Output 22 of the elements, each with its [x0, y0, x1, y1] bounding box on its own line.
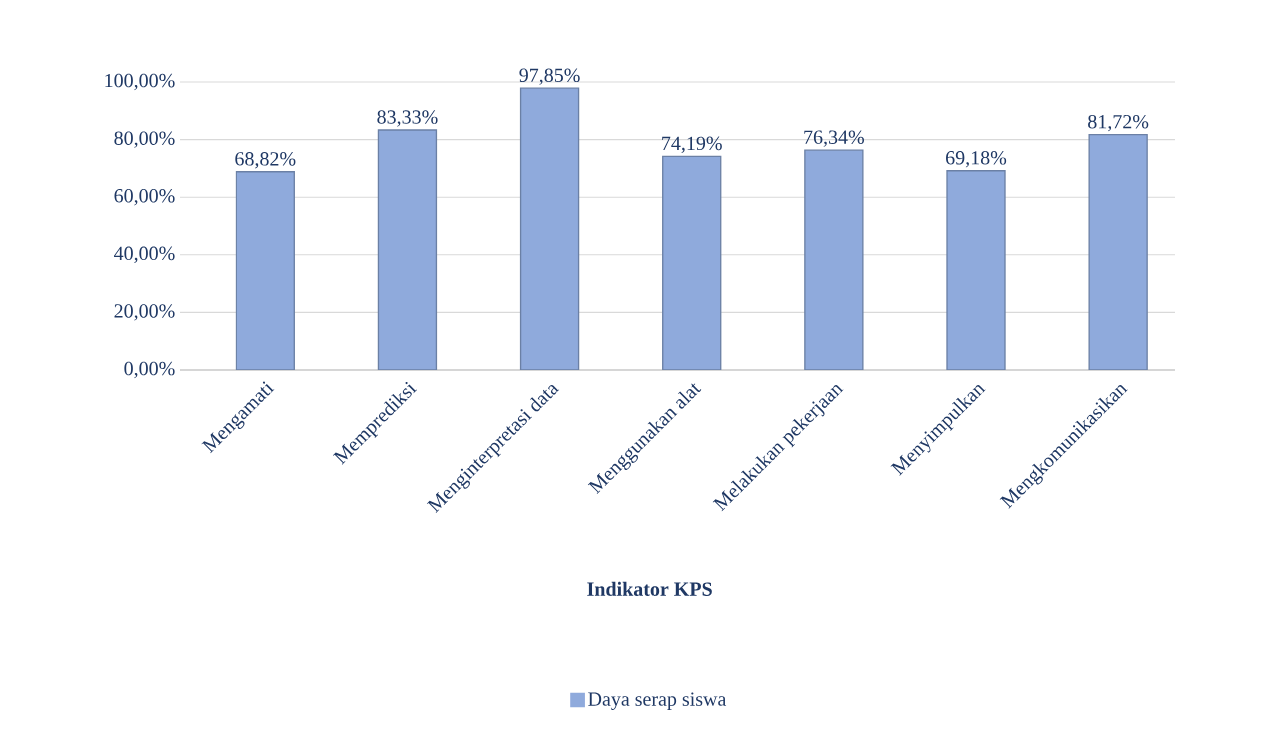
y-tick-label: 80,00% — [114, 131, 175, 148]
legend-label: Daya serap siswa — [588, 692, 727, 710]
y-tick-label: 20,00% — [114, 304, 175, 321]
bar — [519, 87, 580, 370]
bar — [804, 149, 864, 370]
bar — [235, 171, 295, 370]
y-tick-label: 100,00% — [105, 73, 175, 91]
bar — [1088, 133, 1148, 370]
data-label: 68,82% — [235, 152, 296, 169]
y-tick-label: 60,00% — [114, 189, 175, 206]
x-axis-title: Indikator KPS — [587, 581, 712, 596]
data-label: 97,85% — [519, 68, 580, 85]
y-tick-label: 40,00% — [114, 246, 175, 263]
data-label: 81,72% — [1088, 114, 1149, 132]
bar — [377, 129, 438, 370]
data-label: 74,19% — [662, 136, 722, 153]
bar — [662, 155, 722, 370]
bar — [946, 170, 1006, 370]
data-label: 69,18% — [946, 151, 1007, 168]
data-label: 83,33% — [377, 110, 438, 127]
data-label: 76,34% — [804, 130, 865, 147]
y-tick-label: 0,00% — [124, 361, 175, 379]
